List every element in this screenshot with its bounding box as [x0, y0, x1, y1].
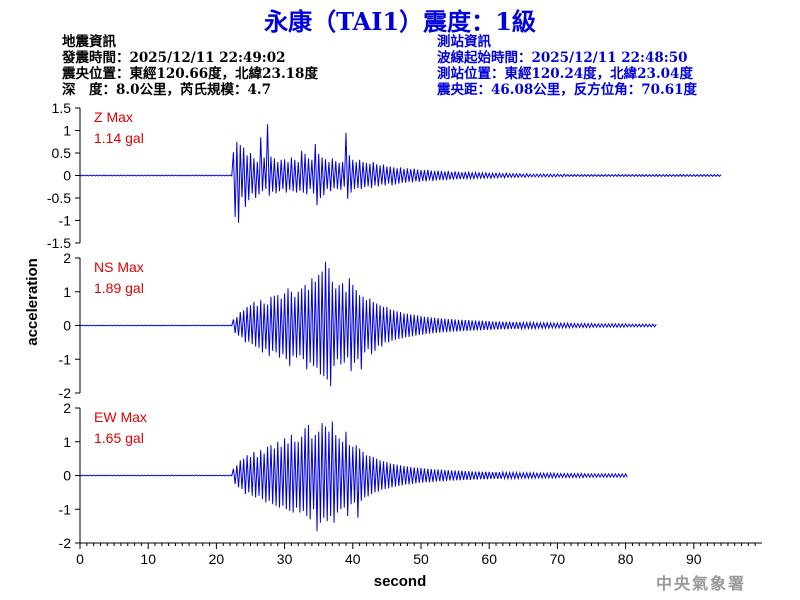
trace-ns: [79, 261, 657, 387]
max-value-z: 1.14 gal: [94, 130, 144, 146]
y-tick-label: 2: [63, 250, 71, 266]
station-distance: 震央距：46.08公里，反方位角：70.61度: [437, 82, 698, 98]
x-tick-label: 30: [277, 551, 293, 567]
y-tick-label: 0.5: [52, 145, 72, 161]
station-location: 測站位置：東經120.24度，北緯23.04度: [437, 66, 693, 82]
panels-group: 1.5 1 0.5 0 -0.5 -1 -1.5 Z Max 1.14 gal 2 1 0 -1 -2 NS…: [47, 100, 722, 551]
x-tick-label: 50: [413, 551, 429, 567]
event-info-heading: 地震資訊: [62, 34, 116, 50]
y-tick-label: -2: [59, 535, 72, 551]
x-axis-label: second: [374, 573, 427, 590]
panel-ew: 2 1 0 -1 -2 EW Max 1.65 gal: [59, 400, 628, 551]
x-tick-label: 20: [209, 551, 225, 567]
x-tick-label: 0: [76, 551, 84, 567]
x-tick-label: 90: [686, 551, 702, 567]
max-label-z: Z Max: [94, 109, 133, 125]
y-tick-label: -2: [59, 385, 72, 401]
y-tick-label: 1: [63, 434, 71, 450]
y-tick-label: -0.5: [47, 190, 71, 206]
y-tick-label: 2: [63, 400, 71, 416]
footer-agency: 中央氣象署: [655, 574, 746, 593]
y-tick-label: 0: [63, 318, 71, 334]
event-time: 發震時間：2025/12/11 22:49:02: [62, 50, 286, 66]
y-tick-label: -1: [59, 351, 72, 367]
max-value-ns: 1.89 gal: [94, 280, 144, 296]
y-tick-label: -1.5: [47, 235, 71, 251]
x-tick-label: 70: [550, 551, 566, 567]
page-title: 永康（TAI1）震度：1級: [264, 7, 536, 36]
max-label-ns: NS Max: [94, 259, 144, 275]
x-tick-label: 80: [618, 551, 634, 567]
y-tick-label: 0: [63, 168, 71, 184]
y-tick-label: 1: [63, 284, 71, 300]
event-info: 地震資訊 發震時間：2025/12/11 22:49:02 震央位置：東經120…: [62, 34, 318, 98]
trace-z: [79, 124, 722, 223]
trace-ew: [79, 421, 628, 532]
max-value-ew: 1.65 gal: [94, 430, 144, 446]
y-tick-label: 1: [63, 123, 71, 139]
y-tick-label: 0: [63, 468, 71, 484]
panel-ns: 2 1 0 -1 -2 NS Max 1.89 gal: [59, 250, 657, 401]
event-epicenter: 震央位置：東經120.66度，北緯23.18度: [62, 66, 318, 82]
station-wave-start: 波線起始時間：2025/12/11 22:48:50: [437, 50, 688, 66]
max-label-ew: EW Max: [94, 409, 147, 425]
y-tick-label: -1: [59, 213, 72, 229]
event-depth-magnitude: 深 度：8.0公里，芮氏規模：4.7: [62, 82, 271, 98]
station-info: 測站資訊 波線起始時間：2025/12/11 22:48:50 測站位置：東經1…: [437, 34, 697, 98]
y-tick-label: 1.5: [52, 100, 72, 116]
x-tick-label: 10: [140, 551, 156, 567]
x-tick-label: 40: [345, 551, 361, 567]
y-tick-label: -1: [59, 501, 72, 517]
station-info-heading: 測站資訊: [437, 34, 491, 50]
y-axis-label: acceleration: [24, 258, 41, 346]
panel-z: 1.5 1 0.5 0 -0.5 -1 -1.5 Z Max 1.14 gal: [47, 100, 722, 251]
x-axis: 0 10 20 30 40 50 60 70 80 90: [76, 542, 762, 567]
x-tick-label: 60: [481, 551, 497, 567]
